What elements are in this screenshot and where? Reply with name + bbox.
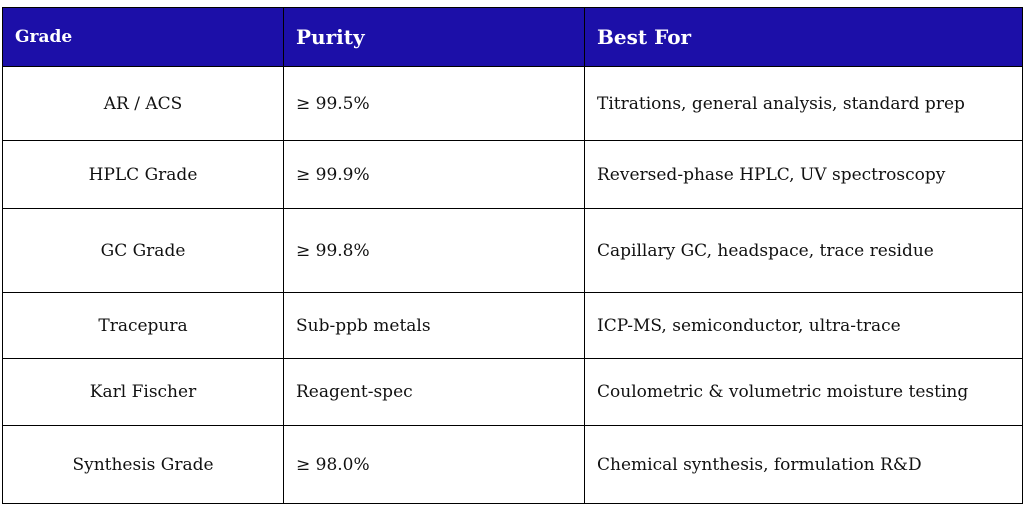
purity-cell: Reagent-spec bbox=[283, 358, 585, 426]
purity-cell: ≥ 99.8% bbox=[283, 208, 585, 293]
best-for-cell: Capillary GC, headspace, trace residue bbox=[584, 208, 1023, 293]
table-header-row: Grade Purity Best For bbox=[2, 7, 1023, 67]
table-row: Tracepura Sub-ppb metals ICP-MS, semicon… bbox=[2, 292, 1023, 359]
purity-cell: Sub-ppb metals bbox=[283, 292, 585, 359]
header-grade: Grade bbox=[2, 7, 284, 67]
best-for-cell: Titrations, general analysis, standard p… bbox=[584, 66, 1023, 141]
best-for-cell: Chemical synthesis, formulation R&D bbox=[584, 425, 1023, 504]
grade-cell: HPLC Grade bbox=[2, 140, 284, 209]
grade-cell: Tracepura bbox=[2, 292, 284, 359]
best-for-cell: Coulometric & volumetric moisture testin… bbox=[584, 358, 1023, 426]
grades-table: Grade Purity Best For AR / ACS ≥ 99.5% T… bbox=[2, 7, 1023, 504]
purity-cell: ≥ 99.5% bbox=[283, 66, 585, 141]
grade-cell: GC Grade bbox=[2, 208, 284, 293]
table-row: Synthesis Grade ≥ 98.0% Chemical synthes… bbox=[2, 425, 1023, 504]
table-row: HPLC Grade ≥ 99.9% Reversed-phase HPLC, … bbox=[2, 140, 1023, 209]
table-row: Karl Fischer Reagent-spec Coulometric & … bbox=[2, 358, 1023, 426]
purity-cell: ≥ 98.0% bbox=[283, 425, 585, 504]
grade-cell: Synthesis Grade bbox=[2, 425, 284, 504]
grade-cell: Karl Fischer bbox=[2, 358, 284, 426]
purity-cell: ≥ 99.9% bbox=[283, 140, 585, 209]
header-purity: Purity bbox=[283, 7, 585, 67]
header-best-for: Best For bbox=[584, 7, 1023, 67]
grade-cell: AR / ACS bbox=[2, 66, 284, 141]
best-for-cell: Reversed-phase HPLC, UV spectroscopy bbox=[584, 140, 1023, 209]
table-row: GC Grade ≥ 99.8% Capillary GC, headspace… bbox=[2, 208, 1023, 293]
best-for-cell: ICP-MS, semiconductor, ultra-trace bbox=[584, 292, 1023, 359]
table-row: AR / ACS ≥ 99.5% Titrations, general ana… bbox=[2, 66, 1023, 141]
